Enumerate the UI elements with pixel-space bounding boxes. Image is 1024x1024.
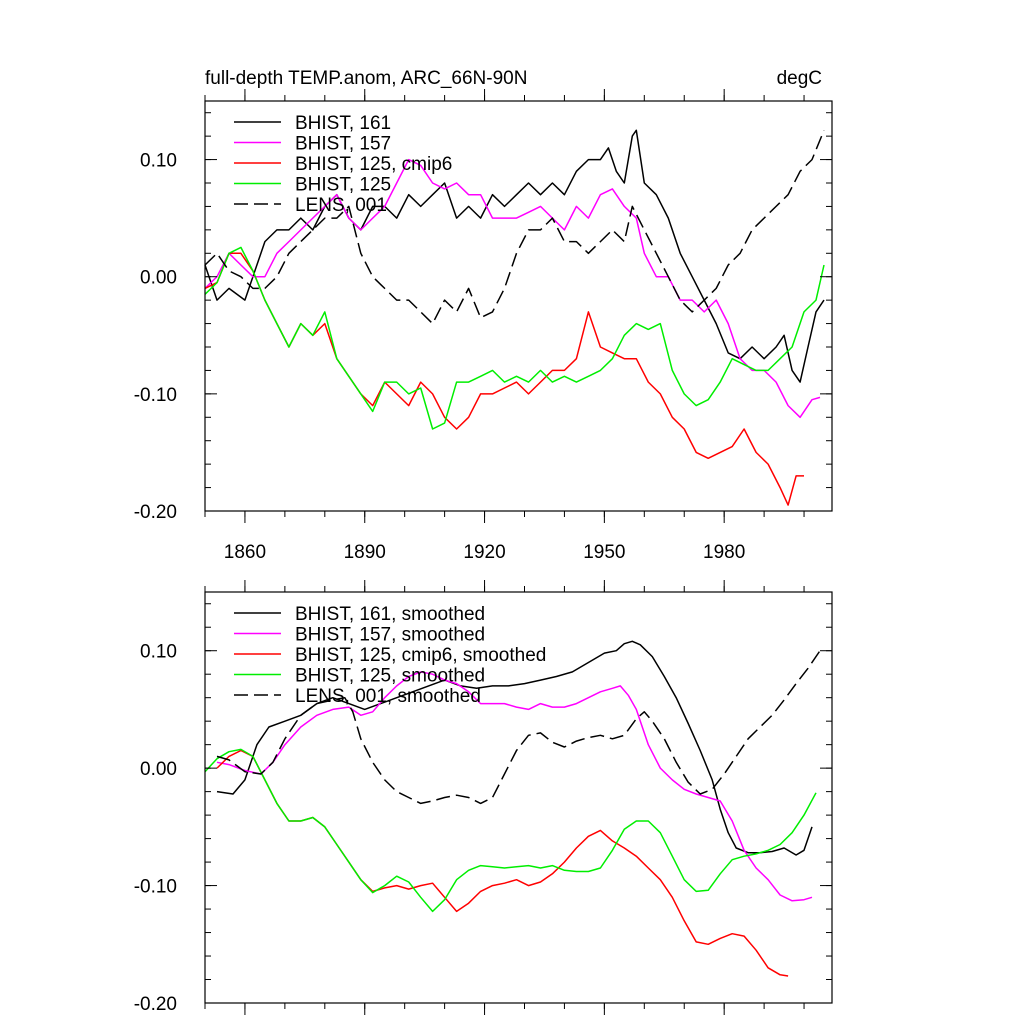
plot-frame xyxy=(204,100,833,512)
legend-label: BHIST, 125 xyxy=(295,175,391,196)
y-tick-label: -0.10 xyxy=(134,385,177,406)
legend-label: BHIST, 161, smoothed xyxy=(295,604,485,625)
series-line xyxy=(216,671,813,902)
x-tick-label: 1860 xyxy=(224,542,266,563)
axis-ticks: 0.10 0.00 -0.10 -0.20 xyxy=(134,580,832,1015)
axis-ticks: 0.10 0.00 -0.10 -0.20 1860 1890 1920 1950 1980 xyxy=(134,89,832,563)
series-line xyxy=(204,130,825,325)
legend-label: LENS, 001 xyxy=(295,195,387,216)
x-tick-label: 1890 xyxy=(344,542,386,563)
series-line xyxy=(204,129,825,383)
series-line xyxy=(204,748,817,913)
y-tick-label: -0.20 xyxy=(134,502,177,523)
series-line xyxy=(204,158,821,419)
y-tick-label: -0.20 xyxy=(134,994,177,1015)
plot-frame xyxy=(204,591,833,1004)
legend-label: BHIST, 157 xyxy=(295,134,391,155)
series-layer xyxy=(204,640,821,977)
legend-label: BHIST, 125, smoothed xyxy=(295,666,485,687)
y-tick-label: 0.00 xyxy=(140,759,177,780)
legend-label: BHIST, 161 xyxy=(295,113,391,134)
series-line xyxy=(216,650,821,805)
y-tick-label: 0.10 xyxy=(140,642,177,663)
chart-title: full-depth TEMP.anom, ARC_66N-90N xyxy=(205,68,527,89)
units-label: degC xyxy=(777,68,822,89)
legend-label: LENS, 001, smoothed xyxy=(295,686,481,707)
series-line xyxy=(204,246,825,430)
series-line xyxy=(216,749,789,977)
series-layer xyxy=(204,129,825,506)
x-tick-label: 1920 xyxy=(463,542,505,563)
x-tick-label: 1980 xyxy=(703,542,745,563)
bottom-panel: 0.100.00-0.10-0.20 BHIST, 161, smoothedB… xyxy=(134,580,833,1015)
legend-label: BHIST, 125, cmip6, smoothed xyxy=(295,645,546,666)
series-line xyxy=(216,640,813,856)
y-tick-label: -0.10 xyxy=(134,877,177,898)
legend-label: BHIST, 157, smoothed xyxy=(295,625,485,646)
x-tick-label: 1950 xyxy=(583,542,625,563)
y-tick-label: 0.00 xyxy=(140,268,177,289)
top-panel: full-depth TEMP.anom, ARC_66N-90N degC 0… xyxy=(134,68,833,563)
legend-label: BHIST, 125, cmip6 xyxy=(295,154,452,175)
y-tick-label: 0.10 xyxy=(140,151,177,172)
